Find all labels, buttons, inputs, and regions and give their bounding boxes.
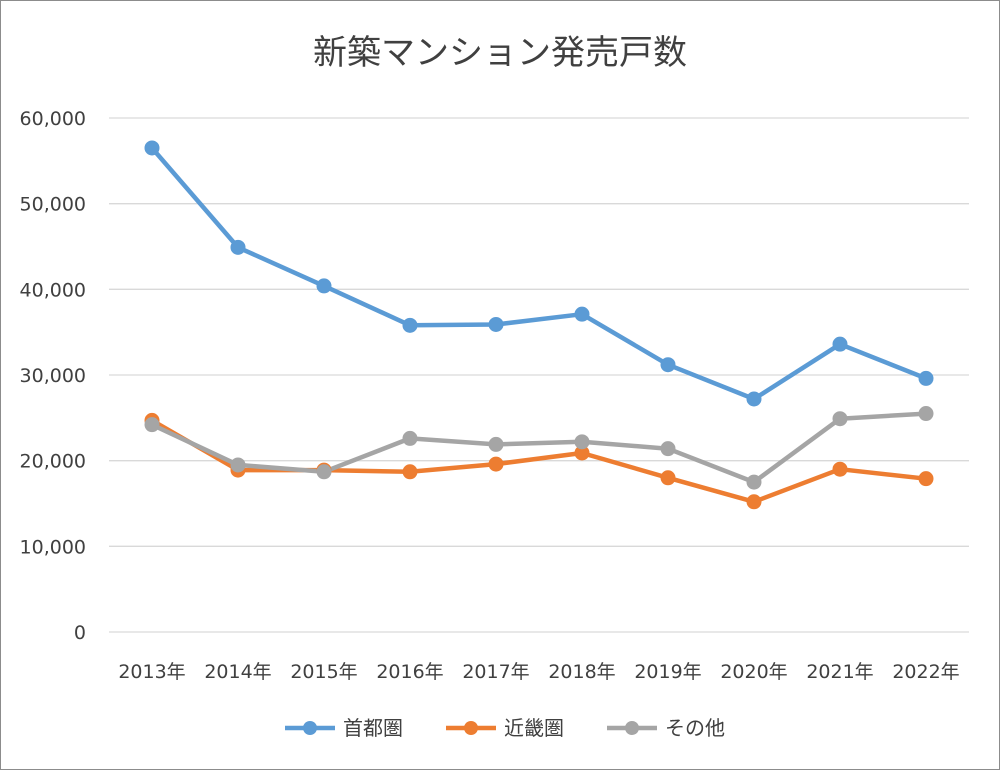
x-tick-label: 2019年 bbox=[634, 661, 701, 683]
x-tick-label: 2016年 bbox=[376, 661, 443, 683]
legend: 首都圏 近畿圏 その他 bbox=[285, 716, 725, 740]
data-point-0-7 bbox=[746, 391, 762, 407]
data-point-0-3 bbox=[402, 317, 418, 333]
data-point-0-5 bbox=[574, 306, 590, 322]
legend-swatch-marker-2 bbox=[625, 721, 639, 735]
x-tick-label: 2017年 bbox=[462, 661, 529, 683]
legend-label-1: 近畿圏 bbox=[504, 716, 564, 740]
data-point-0-1 bbox=[230, 239, 246, 255]
data-point-2-2 bbox=[316, 464, 332, 480]
chart-title: 新築マンション発売戸数 bbox=[313, 33, 687, 73]
y-tick-label: 10,000 bbox=[20, 536, 86, 558]
x-tick-label: 2018年 bbox=[548, 661, 615, 683]
data-point-1-6 bbox=[660, 470, 676, 486]
y-tick-label: 50,000 bbox=[20, 194, 86, 216]
data-point-0-6 bbox=[660, 357, 676, 373]
data-point-0-8 bbox=[832, 336, 848, 352]
data-point-0-4 bbox=[488, 316, 504, 332]
series-lines bbox=[144, 140, 934, 510]
x-axis-ticks: 2013年 2014年 2015年 2016年 2017年 2018年 2019年 2020年… bbox=[118, 661, 959, 683]
data-point-2-7 bbox=[746, 474, 762, 490]
y-tick-label: 40,000 bbox=[20, 279, 86, 301]
data-point-0-9 bbox=[918, 370, 934, 386]
x-tick-label: 2015年 bbox=[290, 661, 357, 683]
data-point-2-0 bbox=[144, 417, 160, 433]
data-point-2-4 bbox=[488, 436, 504, 452]
data-point-0-0 bbox=[144, 140, 160, 156]
data-point-1-4 bbox=[488, 456, 504, 472]
data-point-1-9 bbox=[918, 471, 934, 487]
x-tick-label: 2013年 bbox=[118, 661, 185, 683]
x-tick-label: 2014年 bbox=[204, 661, 271, 683]
data-point-2-5 bbox=[574, 434, 590, 450]
y-tick-label: 60,000 bbox=[20, 108, 86, 130]
y-tick-label: 20,000 bbox=[20, 451, 86, 473]
x-tick-label: 2021年 bbox=[806, 661, 873, 683]
legend-swatch-marker-1 bbox=[464, 721, 478, 735]
y-tick-label: 0 bbox=[74, 622, 86, 644]
data-point-2-3 bbox=[402, 430, 418, 446]
data-point-0-2 bbox=[316, 278, 332, 294]
series-line-2 bbox=[149, 411, 929, 485]
data-point-1-7 bbox=[746, 494, 762, 510]
data-point-2-8 bbox=[832, 411, 848, 427]
legend-label-0: 首都圏 bbox=[343, 716, 403, 740]
legend-swatch-marker-0 bbox=[303, 721, 317, 735]
data-point-2-9 bbox=[918, 406, 934, 422]
y-tick-label: 30,000 bbox=[20, 365, 86, 387]
data-point-2-1 bbox=[230, 457, 246, 473]
y-axis-ticks: 0 10,000 20,000 30,000 40,000 50,000 60,000 bbox=[20, 108, 86, 644]
legend-label-2: その他 bbox=[665, 716, 725, 740]
x-tick-label: 2020年 bbox=[720, 661, 787, 683]
series-line-0 bbox=[149, 145, 929, 402]
data-point-1-8 bbox=[832, 461, 848, 477]
data-point-2-6 bbox=[660, 441, 676, 457]
gridlines bbox=[109, 117, 969, 633]
data-point-1-3 bbox=[402, 464, 418, 480]
x-tick-label: 2022年 bbox=[892, 661, 959, 683]
